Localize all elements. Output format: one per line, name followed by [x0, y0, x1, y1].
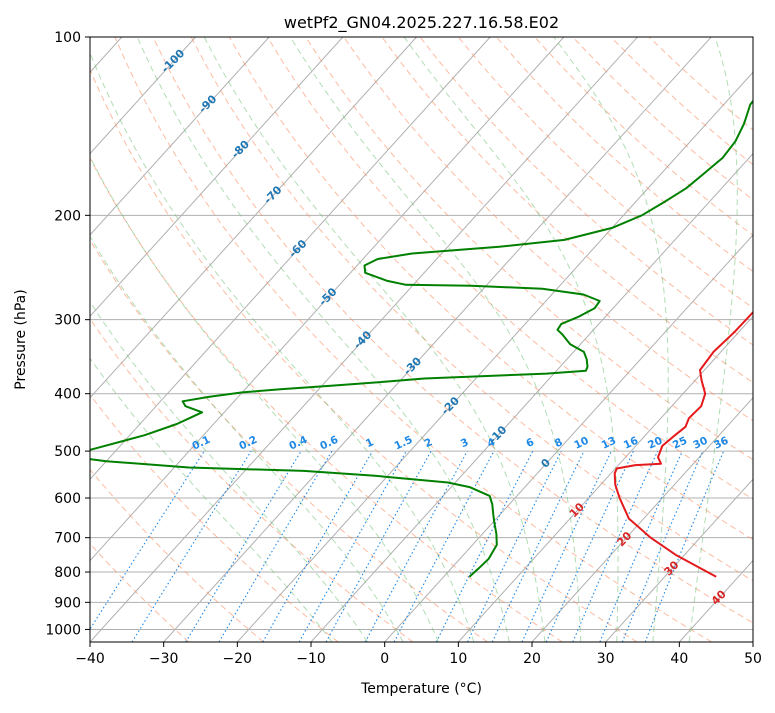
mixing-ratio-label: 1: [364, 436, 376, 450]
moist-adiabat-line: [689, 37, 737, 642]
mixing-ratio-line: [132, 451, 251, 642]
chart-title: wetPf2_GN04.2025.227.16.58.E02: [284, 13, 559, 33]
y-tick-label: 400: [54, 387, 81, 403]
dry-adiabat-line: [0, 37, 413, 642]
isotherm-line: [0, 37, 343, 642]
dry-adiabat-line: [382, 37, 775, 642]
x-tick-label: −30: [149, 651, 179, 667]
isotherm-line: [237, 37, 775, 642]
mixing-ratio-line: [492, 451, 584, 642]
isotherm-line: [385, 37, 775, 642]
y-tick-label: 200: [54, 208, 81, 224]
isotherm-line: [0, 37, 269, 642]
moist-adiabat-line: [137, 37, 509, 642]
x-tick-label: 20: [523, 651, 541, 667]
dry-adiabat-line: [649, 37, 775, 642]
x-tick-label: 50: [744, 651, 762, 667]
y-tick-label: 1000: [45, 622, 81, 638]
temperature-line: [615, 37, 775, 577]
moist-adiabat-line: [40, 37, 438, 642]
x-tick-label: −20: [223, 651, 253, 667]
mixing-ratio-line: [82, 451, 205, 642]
dry-adiabat-line: [420, 37, 775, 642]
isotherm-line: [0, 37, 196, 642]
moist-adiabat-line: [4, 37, 404, 642]
y-tick-label: 700: [54, 531, 81, 547]
mixing-ratio-label: 0.6: [318, 434, 340, 453]
dry-adiabat-line: [0, 37, 338, 642]
x-tick-label: 0: [380, 651, 389, 667]
mixing-ratio-line: [468, 451, 562, 642]
isotherm-line: [606, 37, 775, 642]
dry-adiabat-line: [611, 37, 775, 642]
x-tick-label: 30: [597, 651, 615, 667]
x-tick-label: −40: [75, 651, 105, 667]
moist-adiabat-line: [0, 37, 368, 642]
isotherm-line: [753, 37, 775, 642]
y-tick-label: 600: [54, 491, 81, 507]
isotherm-line: [0, 37, 490, 642]
y-tick-label: 300: [54, 313, 81, 329]
mixing-ratio-label: 3: [459, 436, 471, 450]
dry-adiabat-line: [496, 37, 775, 642]
mixing-ratio-label: 16: [622, 435, 640, 452]
mixing-ratio-label: 2: [423, 436, 435, 450]
mixing-ratio-lines: [82, 451, 724, 642]
moist-adiabat-line: [0, 37, 332, 642]
y-tick-label: 100: [54, 30, 81, 46]
x-axis-label: Temperature (°C): [360, 681, 482, 697]
y-tick-label: 900: [54, 595, 81, 611]
mixing-ratio-line: [186, 451, 301, 642]
dry-adiabat-line: [0, 37, 264, 642]
y-tick-label: 800: [54, 565, 81, 581]
mixing-ratio-label: 0.1: [190, 434, 212, 453]
isotherm-line: [532, 37, 775, 642]
mixing-ratio-line: [522, 451, 611, 642]
isotherm-line: [164, 37, 712, 642]
mixing-ratio-label: 13: [600, 435, 618, 452]
dry-adiabat-line: [535, 37, 775, 642]
x-tick-label: 40: [670, 651, 688, 667]
mixing-ratio-line: [263, 451, 373, 642]
dry-adiabat-line: [268, 37, 775, 642]
mixing-ratio-line: [600, 451, 683, 642]
plot-frame: [90, 37, 753, 642]
moist-adiabat-line: [554, 37, 668, 642]
mixing-ratio-line: [645, 451, 724, 642]
x-tick-label: 10: [449, 651, 467, 667]
x-tick-label: −10: [296, 651, 326, 667]
y-axis-label: Pressure (hPa): [13, 289, 29, 389]
y-tick-label: 500: [54, 444, 81, 460]
mixing-ratio-label: 10: [572, 435, 590, 452]
mixing-ratio-label: 6: [524, 436, 536, 450]
